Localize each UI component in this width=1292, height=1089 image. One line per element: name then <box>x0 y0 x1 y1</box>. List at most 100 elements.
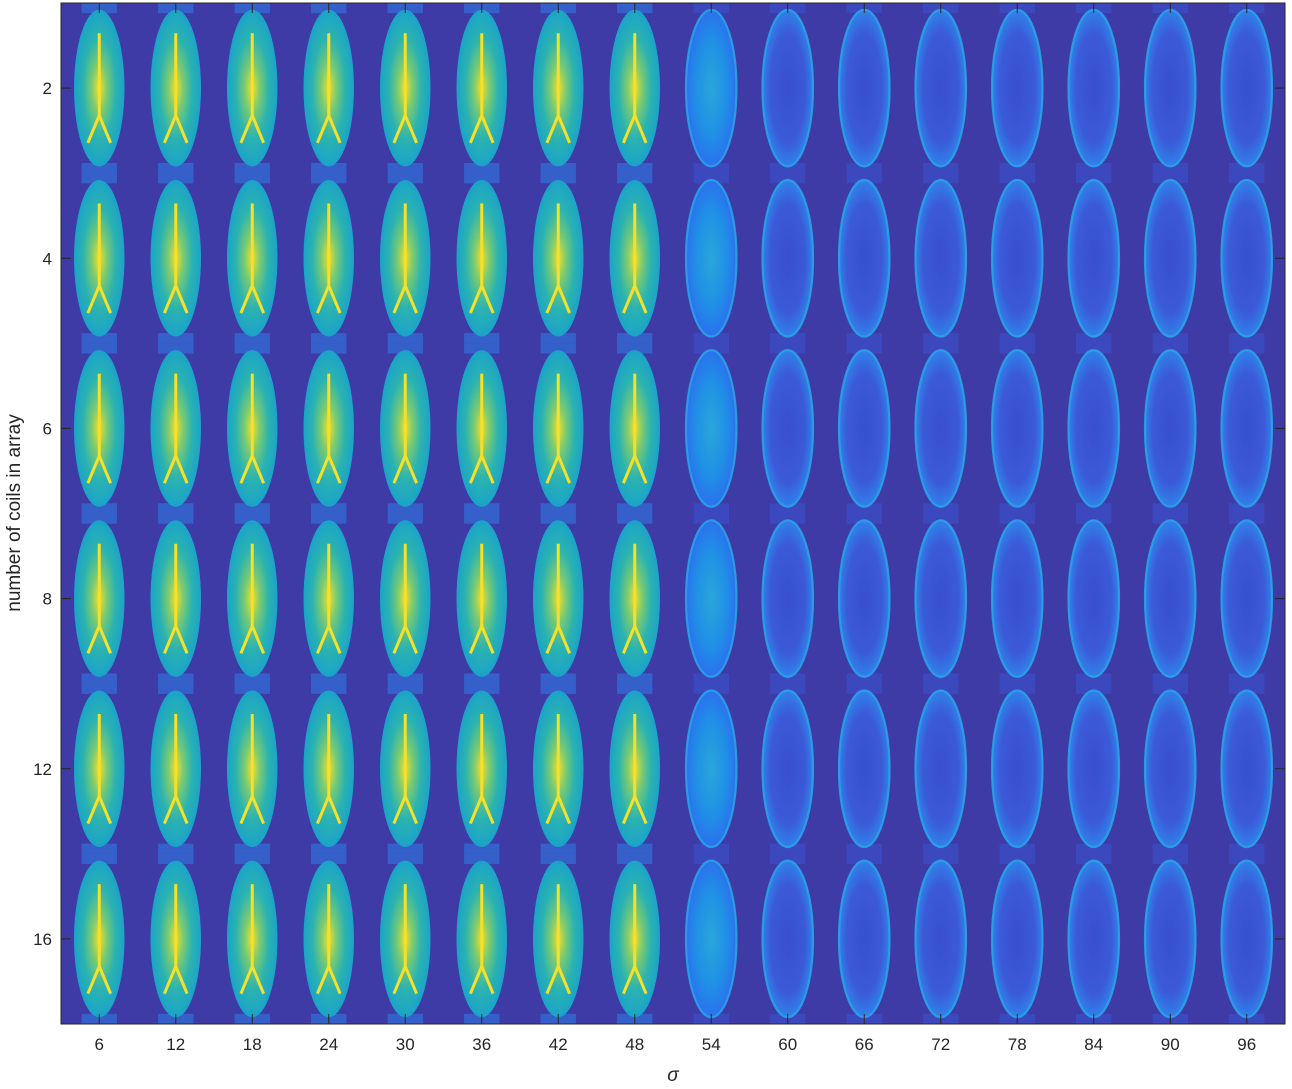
ventricle <box>622 713 648 825</box>
brain-slice <box>762 350 813 507</box>
brain-slice <box>1221 179 1272 337</box>
ventricle <box>163 884 189 995</box>
artifact-band <box>1076 162 1112 174</box>
artifact-band <box>464 343 500 354</box>
artifact-band <box>311 333 347 344</box>
artifact-band <box>1152 173 1188 184</box>
artifact-band <box>387 343 423 354</box>
heatmap-cell <box>1220 173 1274 344</box>
heatmap-cell <box>1143 513 1197 684</box>
brain-slice <box>915 9 966 167</box>
brain-slice <box>839 860 890 1018</box>
ventricle <box>316 373 342 484</box>
x-tick-label: 12 <box>166 1035 185 1054</box>
artifact-band <box>158 843 194 854</box>
artifact-band <box>846 333 882 344</box>
artifact-band <box>81 853 117 865</box>
ventricle <box>86 203 112 314</box>
artifact-band <box>1229 843 1265 854</box>
ventricle <box>86 373 112 484</box>
artifact-band <box>923 673 959 684</box>
x-tick-label: 84 <box>1084 1035 1103 1054</box>
heatmap-cell <box>609 173 660 344</box>
heatmap-cell <box>1067 683 1121 854</box>
ventricle <box>239 543 265 654</box>
heatmap-cell <box>761 343 815 514</box>
x-tick-label: 18 <box>243 1035 262 1054</box>
heatmap-cell <box>914 683 968 854</box>
brain-slice <box>1221 690 1272 848</box>
brain-slice <box>839 520 890 677</box>
brain-slice <box>915 860 966 1018</box>
artifact-band <box>923 853 959 865</box>
artifact-band <box>617 173 653 184</box>
artifact-band <box>1152 503 1188 514</box>
heatmap-cell <box>990 683 1044 854</box>
x-tick-label: 42 <box>549 1035 568 1054</box>
brain-edge <box>761 178 815 338</box>
x-tick-label: 72 <box>931 1035 950 1054</box>
heatmap-cell <box>761 173 815 344</box>
artifact-band <box>846 513 882 524</box>
heatmap-cell <box>990 173 1044 344</box>
brain-edge <box>990 178 1044 338</box>
brain-slice <box>1221 860 1272 1018</box>
brain-edge <box>914 519 968 678</box>
brain-edge <box>1067 178 1121 338</box>
artifact-band <box>387 333 423 344</box>
brain-slice <box>762 860 813 1018</box>
artifact-band <box>1076 853 1112 865</box>
brain-slice <box>839 350 890 507</box>
ventricle <box>545 543 571 654</box>
ventricle <box>392 884 418 995</box>
y-tick-label: 4 <box>43 249 52 268</box>
brain-slice <box>1145 520 1196 677</box>
brain-slice <box>1221 520 1272 677</box>
ventricle <box>469 33 495 144</box>
artifact-band <box>1229 162 1265 174</box>
artifact-band <box>1229 343 1265 354</box>
artifact-band <box>999 343 1035 354</box>
x-tick-label: 90 <box>1161 1035 1180 1054</box>
ventricle <box>469 543 495 654</box>
artifact-band <box>311 843 347 854</box>
heatmap-cell <box>684 173 738 344</box>
brain-slice <box>1068 179 1119 337</box>
x-tick-label: 48 <box>625 1035 644 1054</box>
brain-slice <box>686 860 737 1018</box>
artifact-band <box>234 513 270 524</box>
artifact-band <box>1076 503 1112 514</box>
heatmap-cell <box>914 513 968 684</box>
heatmap-cell <box>837 343 891 514</box>
brain-slice <box>686 350 737 507</box>
artifact-band <box>770 513 806 524</box>
artifact-band <box>540 162 576 174</box>
heatmap-cell <box>533 683 584 854</box>
heatmap-cell <box>227 173 278 344</box>
artifact-band <box>81 843 117 854</box>
brain-edge <box>1220 689 1274 849</box>
brain-slice <box>1145 179 1196 337</box>
artifact-band <box>540 333 576 344</box>
artifact-band <box>311 853 347 865</box>
heatmap-cell <box>150 343 201 514</box>
ventricle <box>469 713 495 825</box>
heatmap-cell <box>303 173 354 344</box>
x-axis-label: σ <box>667 1065 680 1086</box>
ventricle <box>163 713 189 825</box>
heatmap-cell <box>150 173 201 344</box>
artifact-band <box>923 503 959 514</box>
artifact-band <box>1152 843 1188 854</box>
brain-edge <box>1143 349 1197 508</box>
artifact-band <box>770 853 806 865</box>
heatmap-cell <box>227 683 278 854</box>
ventricle <box>622 373 648 484</box>
heatmap-cell <box>837 173 891 344</box>
artifact-band <box>540 503 576 514</box>
brain-slice <box>1145 690 1196 848</box>
artifact-band <box>693 503 729 514</box>
ventricle <box>392 373 418 484</box>
artifact-band <box>1152 333 1188 344</box>
artifact-band <box>464 173 500 184</box>
heatmap-cell <box>74 173 125 344</box>
